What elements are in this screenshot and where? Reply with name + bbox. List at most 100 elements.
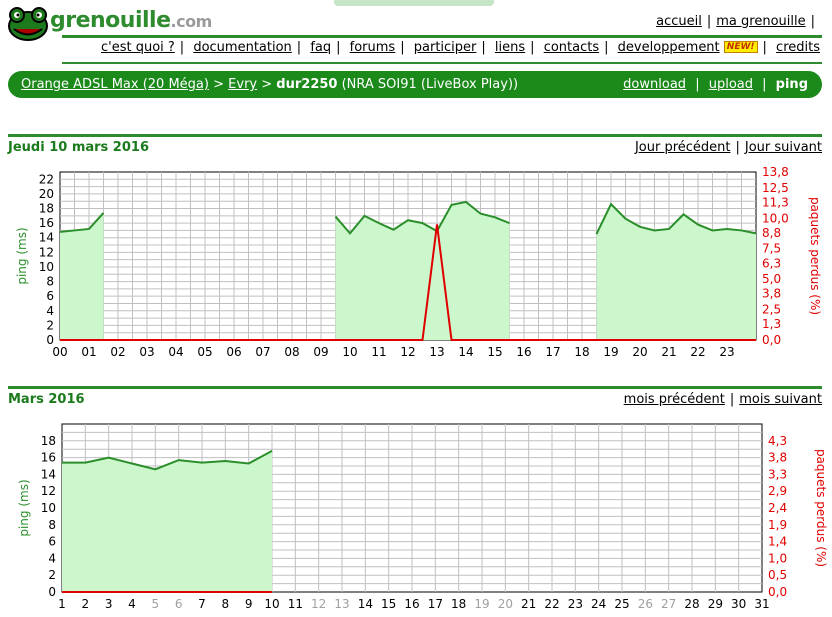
y-tick-label: 0 bbox=[46, 333, 54, 347]
day-section-divider bbox=[8, 134, 822, 137]
day-nav: Jour précédent | Jour suivant bbox=[634, 140, 822, 155]
y2-tick-label: 3,8 bbox=[762, 287, 781, 301]
home-link[interactable]: accueil bbox=[656, 14, 702, 29]
x-tick-label: 12 bbox=[400, 345, 415, 359]
y2-tick-label: 1,3 bbox=[762, 317, 781, 331]
y-tick-label: 0 bbox=[48, 585, 56, 599]
y2-tick-label: 11,3 bbox=[762, 195, 789, 209]
ping-line bbox=[334, 200, 510, 235]
y-tick-label: 14 bbox=[39, 231, 54, 245]
y-tick-label: 18 bbox=[39, 202, 54, 216]
x-tick-label: 19 bbox=[474, 597, 489, 611]
x-tick-label: 22 bbox=[690, 345, 705, 359]
top-tab-decoration bbox=[334, 0, 494, 6]
next-day-link[interactable]: Jour suivant bbox=[744, 140, 822, 155]
previous-month-link[interactable]: mois précédent bbox=[623, 392, 725, 407]
y-axis-label: ping (ms) bbox=[17, 479, 31, 536]
frog-logo-icon[interactable] bbox=[6, 4, 50, 42]
y-tick-label: 6 bbox=[48, 535, 56, 549]
menu-item-participate[interactable]: participer bbox=[413, 40, 477, 55]
menu-item-credits[interactable]: credits bbox=[776, 40, 820, 55]
ping-line bbox=[595, 202, 757, 235]
x-tick-label: 8 bbox=[222, 597, 230, 611]
y2-axis-label: paquets perdus (%) bbox=[808, 197, 822, 315]
x-tick-label: 08 bbox=[284, 345, 299, 359]
x-tick-label: 17 bbox=[545, 345, 560, 359]
ping-area bbox=[60, 212, 104, 340]
x-tick-label: 20 bbox=[498, 597, 513, 611]
menu-item-links[interactable]: liens bbox=[494, 40, 526, 55]
x-tick-label: 1 bbox=[58, 597, 66, 611]
x-tick-label: 23 bbox=[568, 597, 583, 611]
x-tick-label: 09 bbox=[313, 345, 328, 359]
site-logo-text[interactable]: grenouille.com bbox=[50, 8, 212, 33]
x-tick-label: 28 bbox=[684, 597, 699, 611]
x-tick-label: 15 bbox=[487, 345, 502, 359]
x-tick-label: 01 bbox=[81, 345, 96, 359]
logo-name: grenouille bbox=[50, 8, 171, 33]
y-tick-label: 14 bbox=[41, 467, 56, 481]
y-tick-label: 8 bbox=[48, 518, 56, 532]
menu-item-documentation[interactable]: documentation bbox=[193, 40, 292, 55]
x-tick-label: 27 bbox=[661, 597, 676, 611]
x-tick-label: 10 bbox=[264, 597, 279, 611]
x-tick-label: 25 bbox=[614, 597, 629, 611]
main-menu: c'est quoi ? | documentation | faq | forums… bbox=[100, 40, 820, 55]
y2-tick-label: 1,9 bbox=[768, 518, 787, 532]
x-tick-label: 19 bbox=[603, 345, 618, 359]
y2-tick-label: 12,5 bbox=[762, 181, 789, 195]
y-tick-label: 10 bbox=[39, 260, 54, 274]
x-tick-label: 04 bbox=[168, 345, 183, 359]
x-tick-label: 5 bbox=[152, 597, 160, 611]
x-tick-label: 22 bbox=[544, 597, 559, 611]
y2-tick-label: 10,0 bbox=[762, 211, 789, 225]
breadcrumb-city-link[interactable]: Evry bbox=[228, 77, 258, 92]
ping-area bbox=[62, 450, 272, 592]
x-tick-label: 15 bbox=[381, 597, 396, 611]
month-nav: mois précédent | mois suivant bbox=[623, 392, 822, 407]
menu-item-development[interactable]: developpement bbox=[617, 40, 720, 55]
upload-link[interactable]: upload bbox=[708, 77, 753, 92]
breadcrumb-isp-link[interactable]: Orange ADSL Max (20 Méga) bbox=[21, 77, 209, 92]
day-ping-chart: 02468101214161820220,01,32,53,85,06,37,5… bbox=[15, 165, 822, 359]
x-tick-label: 16 bbox=[516, 345, 531, 359]
x-tick-label: 11 bbox=[288, 597, 303, 611]
x-tick-label: 16 bbox=[404, 597, 419, 611]
x-tick-label: 20 bbox=[632, 345, 647, 359]
breadcrumb-separator: > bbox=[261, 77, 273, 92]
y-tick-label: 22 bbox=[39, 172, 54, 186]
x-tick-label: 9 bbox=[245, 597, 253, 611]
x-tick-label: 13 bbox=[429, 345, 444, 359]
month-ping-chart: 0246810121416180,00,51,01,41,92,42,93,33… bbox=[17, 423, 828, 611]
y2-tick-label: 8,8 bbox=[762, 226, 781, 240]
menu-item-forums[interactable]: forums bbox=[349, 40, 396, 55]
menu-item-contacts[interactable]: contacts bbox=[543, 40, 600, 55]
y-tick-label: 4 bbox=[46, 304, 54, 318]
x-tick-label: 07 bbox=[255, 345, 270, 359]
y-tick-label: 10 bbox=[41, 501, 56, 515]
breadcrumb-details: (NRA SOI91 (LiveBox Play)) bbox=[341, 77, 519, 92]
x-tick-label: 14 bbox=[458, 345, 473, 359]
logo-tld: .com bbox=[170, 12, 213, 31]
x-tick-label: 13 bbox=[334, 597, 349, 611]
y2-tick-label: 2,5 bbox=[762, 303, 781, 317]
menu-item-about[interactable]: c'est quoi ? bbox=[100, 40, 175, 55]
x-tick-label: 31 bbox=[754, 597, 769, 611]
menu-item-faq[interactable]: faq bbox=[310, 40, 332, 55]
ping-area bbox=[335, 201, 510, 340]
my-frog-link[interactable]: ma grenouille bbox=[716, 14, 806, 29]
month-section-title: Mars 2016 bbox=[8, 392, 85, 407]
next-month-link[interactable]: mois suivant bbox=[739, 392, 822, 407]
y-tick-label: 18 bbox=[41, 434, 56, 448]
x-tick-label: 02 bbox=[110, 345, 125, 359]
breadcrumb-user: dur2250 bbox=[276, 77, 338, 92]
previous-day-link[interactable]: Jour précédent bbox=[634, 140, 731, 155]
x-tick-label: 26 bbox=[638, 597, 653, 611]
x-tick-label: 05 bbox=[197, 345, 212, 359]
packet-loss-line bbox=[60, 224, 756, 341]
download-link[interactable]: download bbox=[623, 77, 687, 92]
breadcrumb-bar: Orange ADSL Max (20 Méga) > Evry > dur22… bbox=[8, 71, 822, 98]
day-section-title: Jeudi 10 mars 2016 bbox=[8, 140, 149, 155]
ping-line bbox=[62, 450, 273, 471]
ping-line bbox=[59, 212, 105, 233]
